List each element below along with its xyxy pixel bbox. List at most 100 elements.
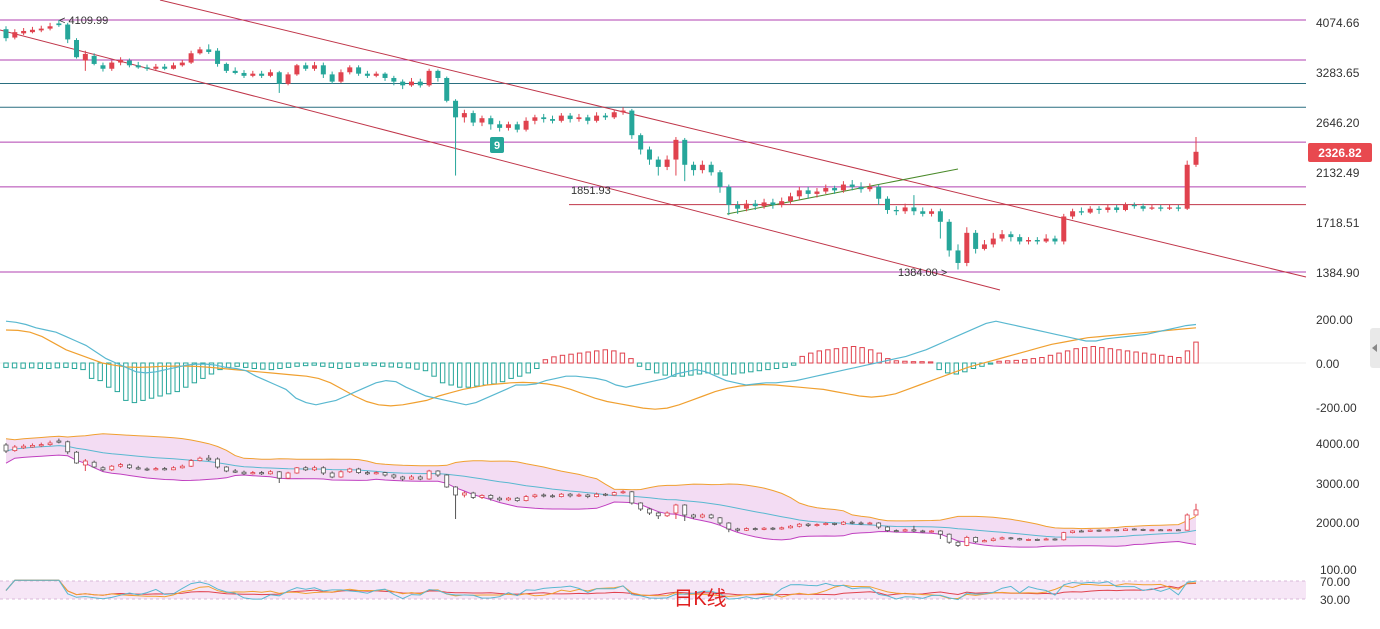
mini-candle-body	[708, 514, 714, 519]
mini-candle-body	[1026, 539, 1031, 541]
candle-body	[488, 118, 494, 125]
mini-candle-body	[691, 514, 696, 518]
mini-candle-body	[206, 457, 212, 461]
mini-candle-body	[611, 492, 617, 496]
macd-histogram-bar	[594, 350, 600, 364]
macd-histogram-bar	[653, 362, 660, 374]
mini-candle-body	[453, 486, 458, 496]
candle-body	[417, 81, 423, 86]
mini-candle-body	[717, 517, 723, 524]
macd-histogram-bar	[568, 353, 574, 364]
macd-histogram-bar	[354, 362, 360, 367]
candle-body	[285, 74, 291, 84]
mini-candle-body	[726, 522, 732, 530]
candle-body	[805, 190, 811, 194]
macd-histogram-bar	[782, 362, 788, 368]
mini-candle-body	[338, 471, 344, 478]
mini-candle-body	[1175, 529, 1181, 532]
mini-candle-body	[3, 444, 9, 452]
macd-histogram-bar	[243, 362, 249, 368]
mini-candle-body	[488, 494, 494, 499]
candle-body	[1167, 207, 1173, 209]
mini-candle-body	[585, 494, 591, 498]
channel-upper-line	[159, 0, 1307, 278]
macd-histogram-bar	[208, 362, 215, 375]
candle-body	[893, 209, 899, 212]
mini-candle-body	[664, 512, 670, 517]
macd-histogram-bar	[80, 362, 86, 371]
macd-histogram-bar	[867, 349, 874, 364]
mini-candle-body	[779, 527, 785, 530]
mini-candle-body	[1105, 529, 1111, 532]
mini-candle-body	[550, 495, 555, 498]
macd-histogram-bar	[816, 350, 823, 364]
macd-histogram-bar	[902, 360, 908, 364]
macd-histogram-bar	[422, 362, 429, 372]
candle-body	[876, 186, 882, 199]
candle-body	[276, 72, 282, 84]
mini-candle-body	[127, 464, 132, 469]
candle-body	[629, 110, 635, 136]
macd-histogram-bar	[362, 362, 369, 366]
candle-body	[1070, 211, 1076, 217]
candle-body	[3, 29, 9, 39]
candle-body	[514, 124, 520, 130]
candle-body	[188, 53, 194, 63]
mini-candle-body	[523, 496, 529, 502]
candle-body	[594, 115, 600, 121]
macd-histogram-bar	[859, 347, 865, 364]
mini-candle-body	[312, 467, 317, 471]
candle-body	[796, 190, 802, 197]
candle-body	[259, 73, 265, 76]
candle-body	[47, 26, 53, 29]
macd-histogram-bar	[71, 362, 78, 369]
mini-candle-body	[1034, 539, 1040, 541]
mini-candle-body	[74, 451, 79, 464]
candle-body	[708, 164, 714, 173]
mini-candle-body	[232, 470, 238, 473]
macd-histogram-bar	[260, 362, 266, 370]
mini-candle-body	[1087, 529, 1093, 532]
macd-histogram-bar	[1193, 341, 1199, 364]
macd-histogram-bar	[1141, 352, 1148, 364]
macd-histogram-bar	[534, 362, 540, 369]
mini-candle-body	[1193, 509, 1199, 516]
candle-body	[1175, 207, 1181, 209]
candle-body	[56, 23, 62, 26]
collapse-panel-icon[interactable]	[1370, 328, 1380, 368]
candle-body	[162, 66, 168, 69]
candle-body	[946, 221, 952, 251]
macd-histogram-bar	[893, 360, 900, 364]
candle-body	[532, 117, 538, 121]
mini-candle-body	[761, 527, 767, 530]
mini-candle-body	[752, 528, 758, 530]
bollinger-upper-line	[5, 433, 1197, 530]
mini-candle-body	[576, 494, 582, 497]
macd-histogram-bar	[28, 362, 35, 369]
macd-histogram-bar	[739, 362, 745, 374]
current-price-tag	[1308, 143, 1372, 162]
macd-histogram-bar	[379, 362, 386, 367]
macd-histogram-bar	[431, 362, 437, 377]
candle-body	[788, 196, 794, 202]
macd-histogram-bar	[371, 362, 377, 367]
macd-histogram-bar	[825, 349, 831, 364]
candle-body	[109, 62, 115, 69]
mini-candle-body	[885, 526, 890, 531]
candle-body	[21, 30, 27, 34]
chart-caption: 日K线	[673, 587, 726, 610]
mini-candle-body	[964, 537, 970, 546]
macd-histogram-bar	[628, 358, 634, 364]
mini-candle-body	[567, 493, 573, 497]
mini-candle-body	[356, 468, 361, 473]
channel-lower-line	[0, 29, 1001, 291]
mini-candle-body	[541, 494, 547, 497]
candle-body	[964, 232, 970, 263]
macd-histogram-bar	[11, 362, 18, 369]
mini-candle-body	[805, 523, 811, 526]
candle-body	[320, 65, 326, 75]
candle-body	[364, 73, 370, 76]
mini-candle-body	[373, 472, 379, 475]
mini-candle-body	[629, 491, 635, 504]
